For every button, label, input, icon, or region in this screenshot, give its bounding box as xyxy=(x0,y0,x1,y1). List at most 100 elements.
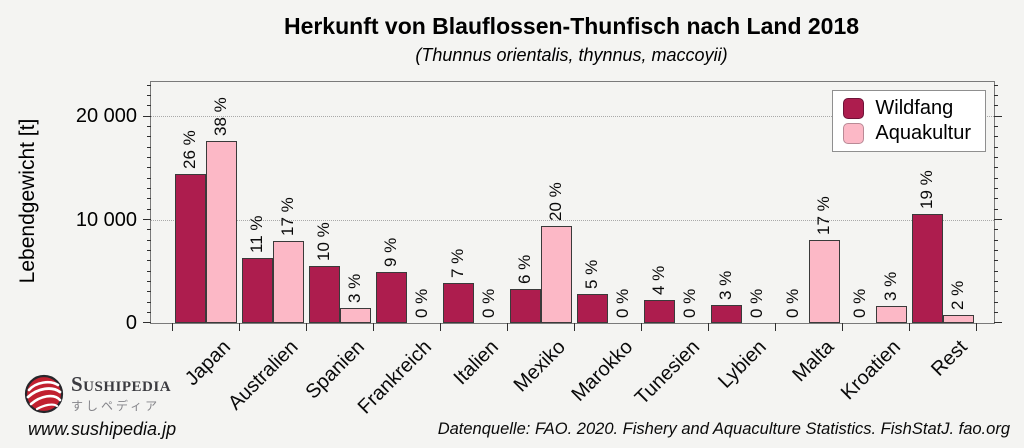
y-tick xyxy=(994,250,998,252)
percent-label-wildfang-tunesien: 4 % xyxy=(649,265,668,295)
y-tick xyxy=(994,167,998,169)
y-tick xyxy=(994,322,1002,323)
bar-aquakultur-australien xyxy=(272,241,304,323)
data-source: Datenquelle: FAO. 2020. Fishery and Aqua… xyxy=(437,420,1010,438)
percent-label-aquakultur-marokko: 0 % xyxy=(613,288,632,318)
bar-aquakultur-malta xyxy=(808,240,840,323)
bar-wildfang-rest xyxy=(911,214,943,323)
y-tick xyxy=(994,291,998,293)
x-category-label-italien: Italien xyxy=(449,336,504,390)
wildfang-swatch-icon xyxy=(843,98,865,119)
x-category-label-spanien: Spanien xyxy=(301,336,370,404)
plot-area: Wildfang Aquakultur 0 10 000 20 000 26 % 11 … xyxy=(76,81,1002,418)
bar-wildfang-italien xyxy=(442,283,474,323)
y-tick-label: 10 000 xyxy=(75,208,137,231)
y-tick xyxy=(147,84,151,86)
y-tick xyxy=(147,177,151,179)
y-tick xyxy=(147,157,151,159)
y-tick xyxy=(994,188,998,190)
percent-label-wildfang-kroatien: 0 % xyxy=(850,288,869,318)
y-tick xyxy=(147,198,151,200)
y-tick xyxy=(147,312,151,314)
y-tick xyxy=(147,146,151,148)
sushipedia-logo: Sushipedia すしペディア xyxy=(24,374,171,414)
x-category-label-kroatien: Kroatien xyxy=(836,336,906,405)
x-category-label-tunesien: Tunesien xyxy=(630,336,705,410)
chart-title: Herkunft von Blauflossen-Thunfisch nach … xyxy=(283,13,860,39)
percent-label-aquakultur-japan: 38 % xyxy=(211,97,230,136)
percent-label-wildfang-spanien: 10 % xyxy=(314,222,333,261)
bar-aquakultur-rest xyxy=(942,315,974,323)
y-tick xyxy=(994,125,998,127)
y-tick xyxy=(147,291,151,293)
bar-aquakultur-spanien xyxy=(339,308,371,323)
y-tick xyxy=(994,84,998,86)
y-tick-label: 0 xyxy=(125,312,137,334)
y-tick xyxy=(147,136,151,138)
x-category-label-japan: Japan xyxy=(180,336,236,391)
x-tick xyxy=(641,323,642,331)
x-category-label-rest: Rest xyxy=(927,336,973,381)
bar-aquakultur-kroatien xyxy=(875,306,907,323)
y-tick xyxy=(147,208,151,210)
y-tick xyxy=(994,281,998,283)
y-tick xyxy=(143,115,151,117)
y-tick xyxy=(147,239,151,241)
percent-label-wildfang-australien: 11 % xyxy=(247,215,266,254)
percent-label-aquakultur-tunesien: 0 % xyxy=(680,288,699,318)
x-tick xyxy=(775,323,776,331)
bar-wildfang-australien xyxy=(241,258,273,323)
bar-wildfang-japan xyxy=(174,174,206,323)
y-tick xyxy=(147,281,151,283)
bar-wildfang-frankreich xyxy=(375,272,407,323)
gridline-10000 xyxy=(151,219,994,221)
bar-aquakultur-japan xyxy=(205,141,237,323)
percent-label-aquakultur-italien: 0 % xyxy=(479,288,498,318)
y-tick xyxy=(147,250,151,252)
y-tick xyxy=(994,94,998,96)
x-tick xyxy=(909,323,910,331)
percent-label-wildfang-marokko: 5 % xyxy=(582,259,601,289)
percent-label-wildfang-rest: 19 % xyxy=(917,170,936,209)
bar-wildfang-tunesien xyxy=(643,300,675,323)
x-tick xyxy=(976,323,977,331)
percent-label-aquakultur-spanien: 3 % xyxy=(345,273,364,303)
y-tick xyxy=(994,146,998,148)
y-tick xyxy=(994,312,998,314)
percent-label-wildfang-malta: 0 % xyxy=(783,288,802,318)
percent-label-wildfang-mexiko: 6 % xyxy=(515,254,534,284)
x-category-label-lybien: Lybien xyxy=(714,336,772,393)
logo-text: Sushipedia すしペディア xyxy=(71,374,171,414)
bar-aquakultur-mexiko xyxy=(540,226,572,323)
percent-label-aquakultur-frankreich: 0 % xyxy=(412,288,431,318)
y-tick xyxy=(147,188,151,190)
bar-wildfang-spanien xyxy=(308,266,340,323)
gridline-20000 xyxy=(151,116,994,118)
y-tick xyxy=(147,105,151,107)
y-tick xyxy=(994,105,998,107)
y-tick xyxy=(994,229,998,231)
y-tick xyxy=(147,94,151,96)
percent-label-aquakultur-australien: 17 % xyxy=(278,197,297,236)
y-tick xyxy=(994,157,998,159)
y-tick xyxy=(143,219,151,221)
y-tick xyxy=(147,301,151,303)
percent-label-aquakultur-lybien: 0 % xyxy=(747,288,766,318)
x-category-label-australien: Australien xyxy=(223,336,303,415)
x-tick xyxy=(373,323,374,331)
percent-label-wildfang-italien: 7 % xyxy=(448,248,467,278)
percent-label-wildfang-frankreich: 9 % xyxy=(381,237,400,267)
y-tick xyxy=(994,136,998,138)
x-tick xyxy=(440,323,441,331)
y-tick xyxy=(147,167,151,169)
y-tick xyxy=(147,260,151,262)
bar-wildfang-marokko xyxy=(576,294,608,323)
chart-subtitle: (Thunnus orientalis, thynnus, maccoyii) xyxy=(415,45,728,65)
aquakultur-swatch-icon xyxy=(843,123,865,144)
legend-item-aquakultur: Aquakultur xyxy=(843,121,971,146)
x-category-label-malta: Malta xyxy=(787,336,839,387)
website-url: www.sushipedia.jp xyxy=(28,419,177,439)
legend-item-wildfang: Wildfang xyxy=(843,96,971,121)
y-tick xyxy=(994,270,998,272)
logo-kana: すしペディア xyxy=(71,399,161,413)
